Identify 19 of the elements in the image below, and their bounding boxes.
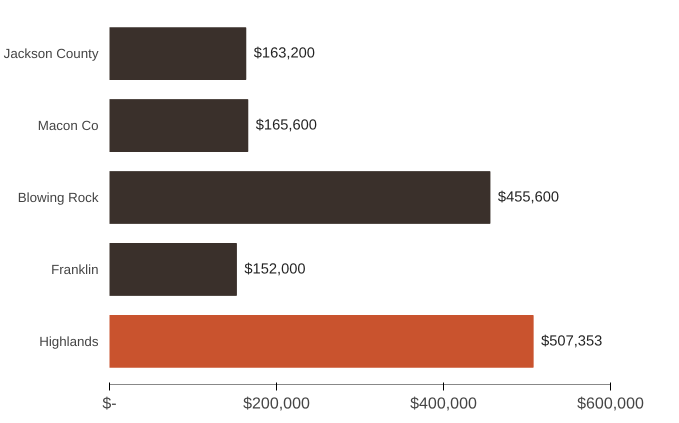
y-tick-label: Blowing Rock [18,190,99,205]
bar [110,27,246,80]
bar [110,99,248,152]
x-tick-label: $200,000 [243,396,310,412]
x-tick-label: $- [102,396,117,412]
data-label: $163,200 [254,46,315,62]
x-tick-label: $600,000 [577,396,644,412]
bar [110,314,534,368]
y-tick-label: Jackson County [4,46,99,62]
data-label: $507,353 [541,333,602,350]
x-tick-label: $400,000 [410,396,477,412]
y-tick-label: Macon Co [38,118,99,134]
data-label: $152,000 [244,261,306,278]
data-label: $455,600 [498,190,560,206]
bar [110,243,237,296]
data-label: $165,600 [256,118,317,134]
y-tick-label: Franklin [51,262,99,277]
bar [110,171,490,224]
y-tick-label: Highlands [39,334,99,349]
